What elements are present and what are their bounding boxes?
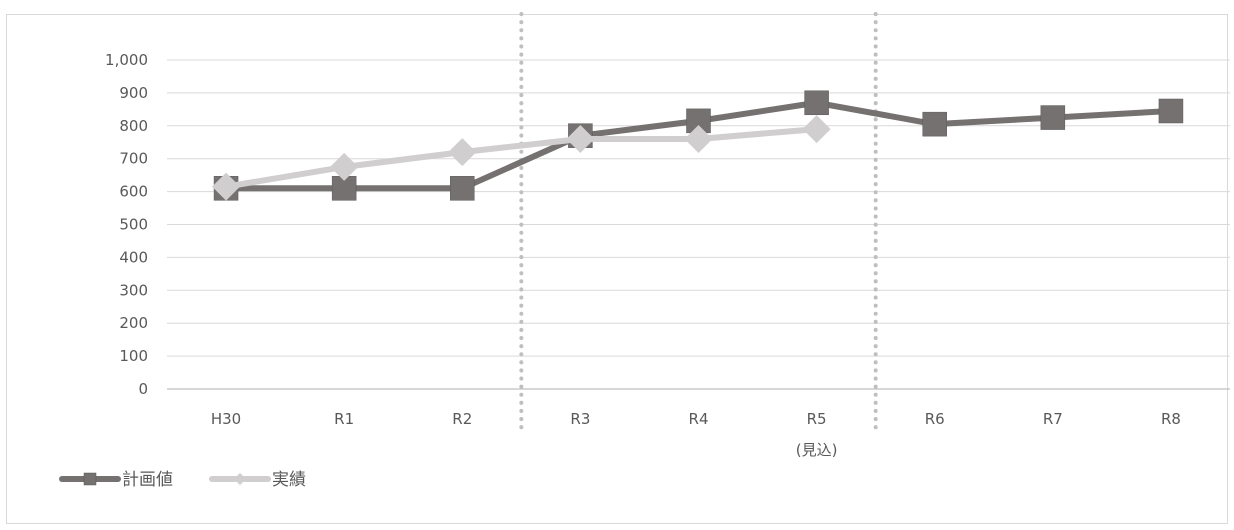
- y-tick-label: 500: [119, 216, 148, 234]
- x-tick-label: R5: [807, 410, 827, 428]
- legend-marker: [83, 472, 97, 486]
- y-tick-label: 400: [119, 248, 148, 266]
- y-tick-label: 600: [119, 183, 148, 201]
- legend-label: 実績: [272, 470, 306, 490]
- x-tick-label: H30: [211, 410, 241, 428]
- data-point: [802, 115, 831, 144]
- y-tick-label: 1,000: [105, 51, 148, 69]
- x-tick-label: R2: [452, 410, 472, 428]
- gridlines: [167, 59, 1230, 357]
- x-axis: H30 R1 R2 R3 R4 R5 (見込) R6 R7 R8: [167, 388, 1230, 459]
- legend-label: 計画値: [122, 470, 173, 490]
- data-point: [450, 176, 475, 201]
- y-tick-label: 700: [119, 150, 148, 168]
- data-point: [804, 90, 829, 116]
- legend-marker: [234, 473, 246, 485]
- data-point: [1158, 98, 1184, 124]
- y-tick-label: 900: [119, 84, 148, 102]
- y-tick-label: 200: [119, 314, 148, 332]
- x-tick-label: R7: [1043, 410, 1063, 428]
- x-tick-label: R3: [570, 410, 590, 428]
- y-tick-label: 100: [119, 347, 148, 365]
- y-tick-label: 0: [138, 380, 148, 398]
- y-tick-label: 300: [119, 281, 148, 299]
- x-tick-label: R4: [689, 410, 709, 428]
- series-2: [212, 115, 831, 201]
- y-axis: 0 100 200 300 400 500 600 700 800 900 1,000: [105, 51, 148, 398]
- data-point: [684, 124, 713, 153]
- data-point: [1040, 105, 1066, 130]
- x-tick-sublabel: (見込): [796, 441, 838, 459]
- series-line: [225, 126, 817, 190]
- x-tick-label: R6: [925, 410, 945, 428]
- series-layer: [212, 90, 1184, 201]
- data-point: [566, 124, 595, 153]
- period-dividers: [519, 12, 878, 434]
- data-point: [448, 138, 477, 167]
- data-point: [212, 172, 241, 201]
- data-point: [330, 152, 359, 181]
- legend-entry: 実績: [209, 470, 306, 490]
- legend: 計画値 実績: [59, 470, 306, 490]
- x-tick-label: R8: [1161, 410, 1181, 428]
- x-tick-label: R1: [334, 410, 354, 428]
- y-tick-label: 800: [119, 117, 148, 135]
- series-1: [213, 90, 1184, 201]
- chart-frame: [6, 14, 1228, 524]
- data-point: [922, 111, 947, 137]
- legend-entry: 計画値: [59, 470, 173, 490]
